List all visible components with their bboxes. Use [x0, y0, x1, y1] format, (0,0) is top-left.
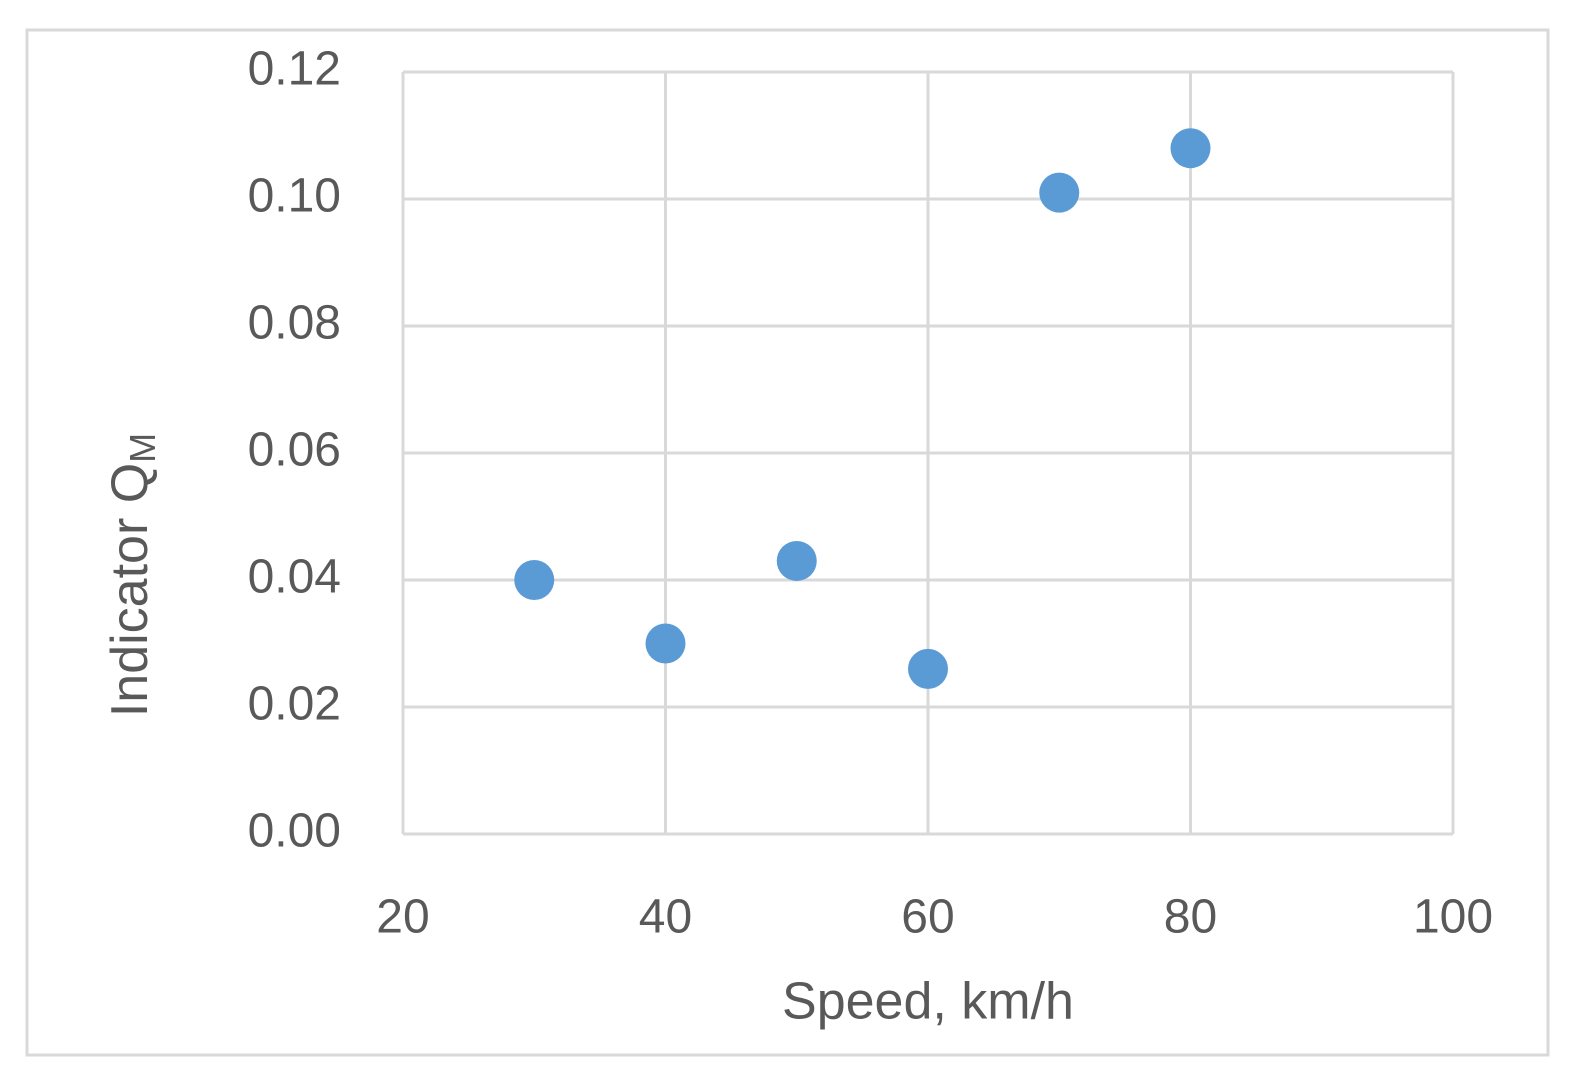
point [1039, 172, 1080, 213]
chart-border [25, 28, 1550, 1057]
y-tick-label: 0.08 [248, 297, 341, 350]
x-tick-label: 40 [639, 891, 692, 944]
x-axis-title: Speed, km/h [782, 973, 1074, 1031]
y-axis-title: Indicator QM [101, 433, 163, 717]
x-tick-label: 80 [1164, 891, 1217, 944]
y-tick-label: 0.12 [248, 43, 341, 96]
y-tick-label: 0.00 [248, 805, 341, 858]
point [776, 540, 817, 581]
point [908, 648, 948, 689]
y-tick-label: 0.10 [248, 170, 341, 223]
point [514, 560, 555, 600]
point [1170, 128, 1211, 169]
y-tick-label: 0.04 [248, 551, 341, 604]
y-tick-label: 0.06 [248, 424, 341, 477]
x-tick-label: 100 [1413, 891, 1493, 944]
y-tick-label: 0.02 [248, 678, 341, 731]
y-axis-title-text: Indicator Q [101, 463, 159, 717]
y-axis-title-subscript: M [122, 433, 163, 463]
point [645, 623, 686, 664]
x-tick-label: 60 [901, 891, 954, 944]
x-tick-label: 20 [376, 891, 429, 944]
